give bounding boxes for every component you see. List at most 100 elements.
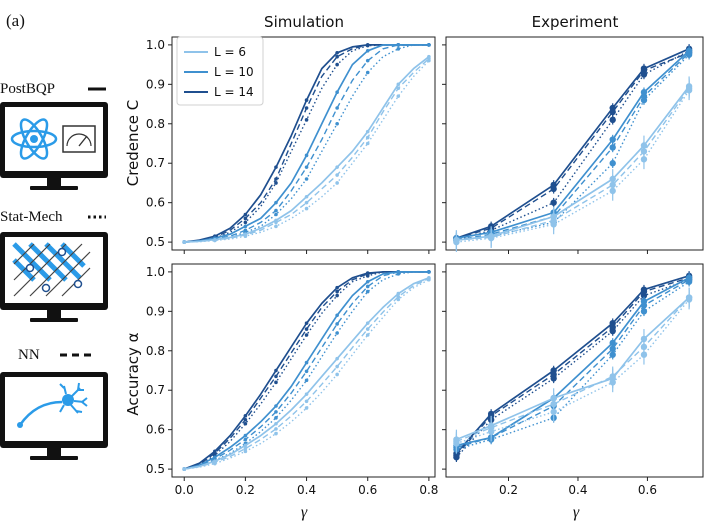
data-point-L6 [304, 406, 309, 410]
series-line-L14-postbqp [455, 274, 690, 454]
data-point-L6 [685, 85, 693, 92]
data-point-L14 [335, 54, 339, 59]
data-point-L14 [213, 451, 217, 456]
data-point-L6 [365, 321, 370, 325]
data-point-L6 [243, 443, 248, 448]
xtick-label: 0.4 [297, 483, 316, 497]
data-point-L10 [609, 351, 616, 358]
legend-label-l6: L = 6 [214, 45, 246, 59]
series-line-L14-nn [183, 271, 429, 470]
data-point-L14 [365, 272, 370, 276]
data-point-L14 [335, 289, 339, 294]
ylabel-accuracy: Accuracy α [124, 332, 142, 415]
data-point-L6 [335, 356, 339, 361]
data-point-L10 [396, 47, 401, 51]
data-point-L10 [243, 433, 248, 438]
data-point-L14 [304, 333, 309, 337]
data-point-L14 [243, 212, 248, 217]
data-point-L6 [427, 276, 431, 281]
data-point-L10 [609, 345, 616, 353]
series-line-L6-stat-mech [456, 89, 690, 243]
data-point-L6 [274, 421, 278, 426]
data-point-L14 [640, 288, 648, 295]
data-point-L6 [182, 467, 187, 471]
data-point-L6 [396, 94, 401, 98]
data-point-L6 [365, 333, 370, 337]
data-point-L6 [487, 234, 495, 241]
data-point-L14 [304, 327, 309, 331]
data-point-L10 [365, 49, 370, 53]
data-point-L10 [335, 121, 339, 126]
data-point-L10 [304, 378, 309, 383]
data-point-L14 [274, 380, 278, 385]
data-point-L14 [640, 67, 648, 74]
plot-frame [445, 36, 704, 251]
column-title-experiment: Experiment [532, 13, 619, 31]
data-point-L10 [335, 106, 339, 110]
data-point-L14 [609, 116, 616, 124]
data-point-L14 [335, 293, 339, 298]
chart-sim-accuracy: 0.5 0.6 0.7 0.8 0.9 1.0 0.0 0.2 0.4 0.6 0.8 [146, 263, 438, 497]
ytick-label: 0.7 [146, 156, 165, 170]
data-point-L6 [335, 165, 339, 169]
data-point-L14 [274, 374, 278, 379]
data-point-L10 [365, 279, 370, 284]
series-line-L14-stat-mech [455, 279, 690, 458]
data-point-L10 [335, 331, 339, 335]
data-point-L14 [487, 412, 495, 420]
data-point-L6 [365, 129, 370, 134]
data-point-L10 [274, 212, 278, 217]
xlabel-experiment: γ [573, 504, 580, 521]
monitor-screen [5, 377, 103, 441]
data-point-L6 [274, 224, 278, 229]
data-point-L14 [243, 220, 248, 225]
series-line-L14-nn [456, 52, 690, 239]
data-point-L14 [335, 50, 339, 55]
data-point-L14 [335, 62, 339, 67]
data-point-L10 [365, 70, 370, 75]
series-line-L10-postbqp [456, 50, 690, 240]
ytick-label: 0.5 [146, 462, 165, 476]
monitor-neck [47, 310, 61, 318]
legend-label-l10: L = 10 [214, 65, 254, 79]
ytick-label: 0.6 [146, 423, 165, 437]
legend-box [176, 36, 264, 106]
xtick-label: 0.4 [568, 483, 587, 497]
data-point-L14 [304, 118, 309, 122]
data-point-L14 [274, 165, 278, 169]
data-point-L6 [213, 460, 217, 465]
data-point-L6 [396, 294, 401, 299]
xtick-label: 0.2 [236, 483, 255, 497]
data-point-L10 [243, 437, 248, 442]
data-point-L14 [243, 414, 248, 418]
method-label-nn: NN [18, 347, 40, 363]
ytick-label: 0.5 [146, 235, 165, 249]
data-point-L14 [453, 452, 460, 459]
ytick-label: 0.7 [146, 383, 165, 397]
chart-exp-credence [442, 36, 704, 254]
data-point-L14 [243, 418, 248, 422]
series-line-L6-postbqp [456, 85, 690, 241]
data-point-L14 [365, 43, 370, 47]
data-point-L6 [304, 194, 309, 199]
data-point-L10 [365, 284, 370, 289]
data-point-L10 [304, 153, 309, 158]
xlabel-simulation: γ [301, 504, 308, 521]
data-point-L6 [365, 327, 370, 331]
series-line-L14-postbqp [456, 48, 690, 240]
data-point-L10 [304, 165, 309, 169]
atom-icon [10, 118, 58, 160]
meter-icon [62, 125, 96, 153]
ytick-label: 0.8 [146, 344, 165, 358]
data-point-L10 [640, 308, 648, 315]
data-point-L14 [550, 185, 557, 193]
data-point-L6 [213, 238, 217, 242]
column-title-simulation: Simulation [264, 13, 344, 31]
data-point-L10 [609, 144, 616, 151]
data-point-L6 [609, 373, 616, 380]
xtick-label: 0.0 [175, 483, 194, 497]
data-point-L10 [274, 200, 278, 205]
series-line-L6-nn [456, 297, 690, 443]
monitor-nn [0, 372, 108, 460]
